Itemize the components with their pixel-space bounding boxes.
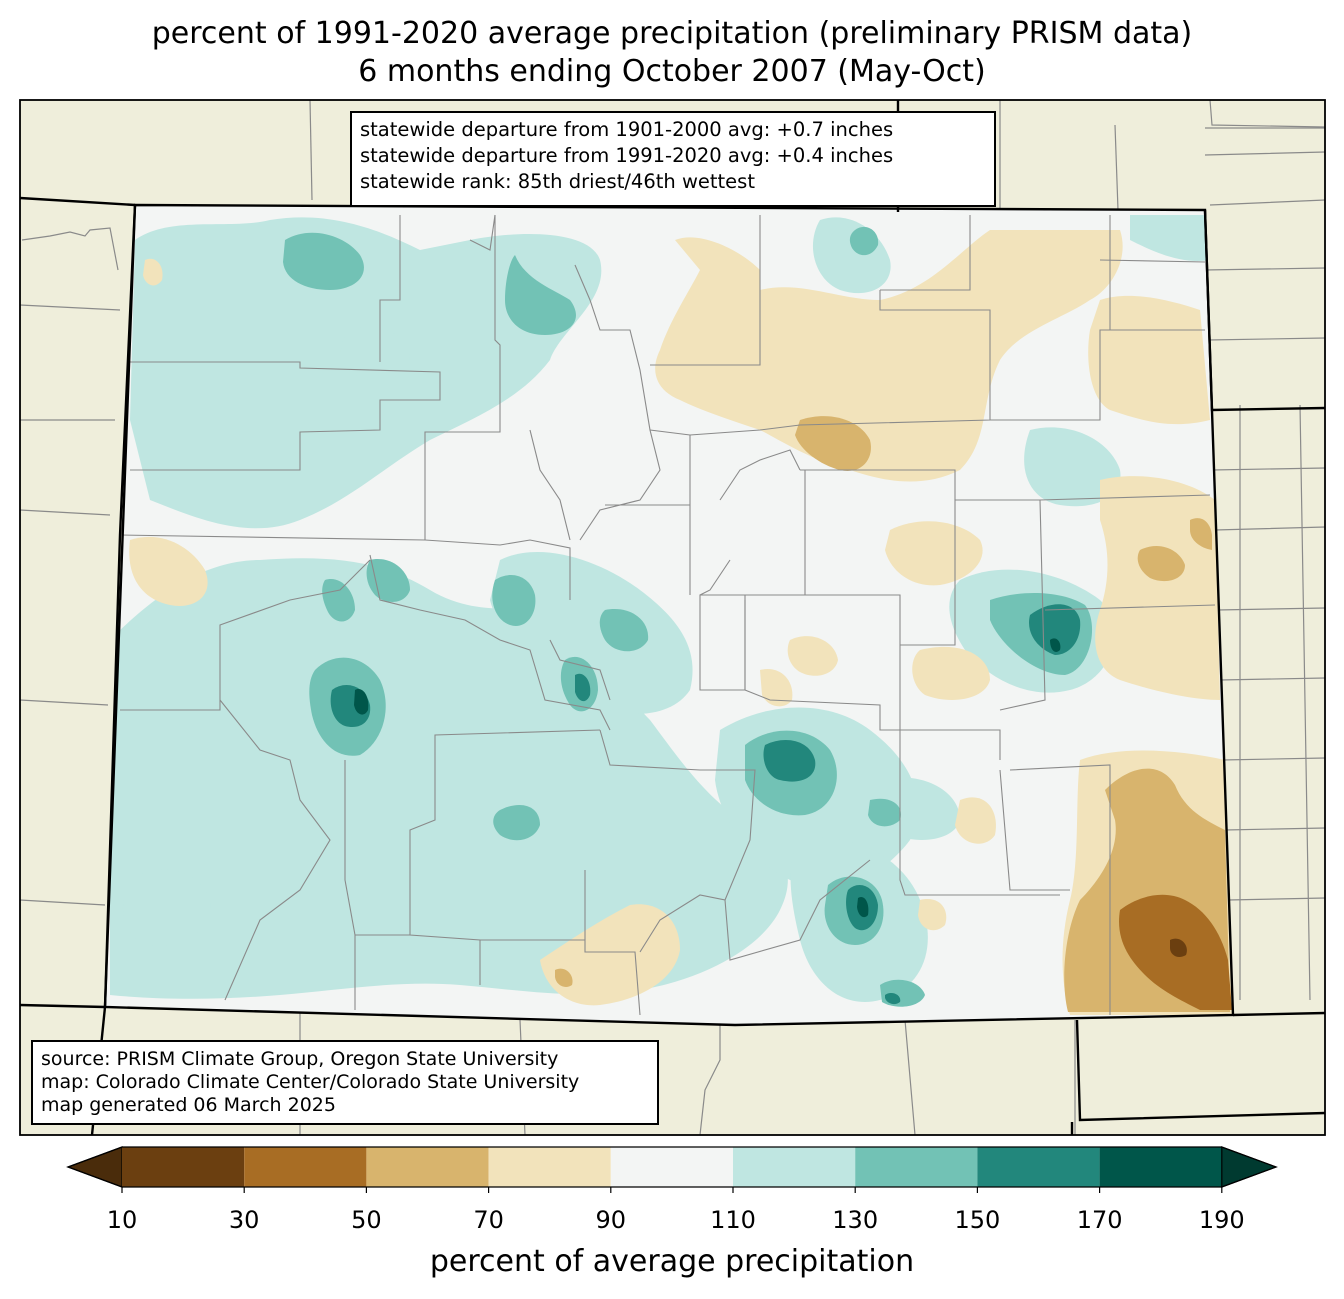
colorbar-segment [977,1147,1100,1187]
colorbar-segment [1099,1147,1222,1187]
colorbar-tick-label: 30 [228,1206,260,1234]
colorbar-segment [366,1147,489,1187]
precip-field [105,205,1233,1025]
colorbar-tick-label: 150 [954,1206,1001,1234]
colorbar-over-arrow [1221,1146,1278,1188]
colorbar-segment [855,1147,978,1187]
colorbar-tick-label: 170 [1076,1206,1123,1234]
colorbar [66,1146,1278,1193]
colorbar-tick-label: 90 [595,1206,627,1234]
stats-departure-1991-2020: statewide departure from 1991-2020 avg: … [360,144,894,167]
map-credit-line: map: Colorado Climate Center/Colorado St… [41,1071,580,1093]
map-title-line1: percent of 1991-2020 average precipitati… [151,16,1193,51]
statewide-stats-box: statewide departure from 1901-2000 avg: … [350,111,996,207]
map-frame [19,99,1326,1136]
colorbar-segment [122,1147,245,1187]
stats-departure-1901-2000: statewide departure from 1901-2000 avg: … [360,118,894,141]
stats-rank: statewide rank: 85th driest/46th wettest [360,170,755,193]
colorbar-segment [733,1147,856,1187]
colorbar-tick-label: 190 [1198,1206,1245,1234]
colorbar-segment [610,1147,733,1187]
source-credit-box: source: PRISM Climate Group, Oregon Stat… [31,1040,659,1125]
generated-date-line: map generated 06 March 2025 [41,1094,336,1116]
colorbar-tick-label: 50 [351,1206,382,1234]
colorbar-tick-label: 130 [832,1206,879,1234]
source-line: source: PRISM Climate Group, Oregon Stat… [41,1048,559,1070]
colorbar-tick-label: 70 [473,1206,504,1234]
colorbar-segment [244,1147,367,1187]
colorbar-under-arrow [66,1146,123,1188]
colorbar-tick-label: 10 [106,1206,138,1234]
map-title-line2: 6 months ending October 2007 (May-Oct) [358,54,986,89]
colorbar-tick-label: 110 [710,1206,756,1234]
colorado-county-lines [119,214,1216,1016]
colorbar-segment [488,1147,611,1187]
colorbar-label: percent of average precipitation [429,1244,915,1279]
